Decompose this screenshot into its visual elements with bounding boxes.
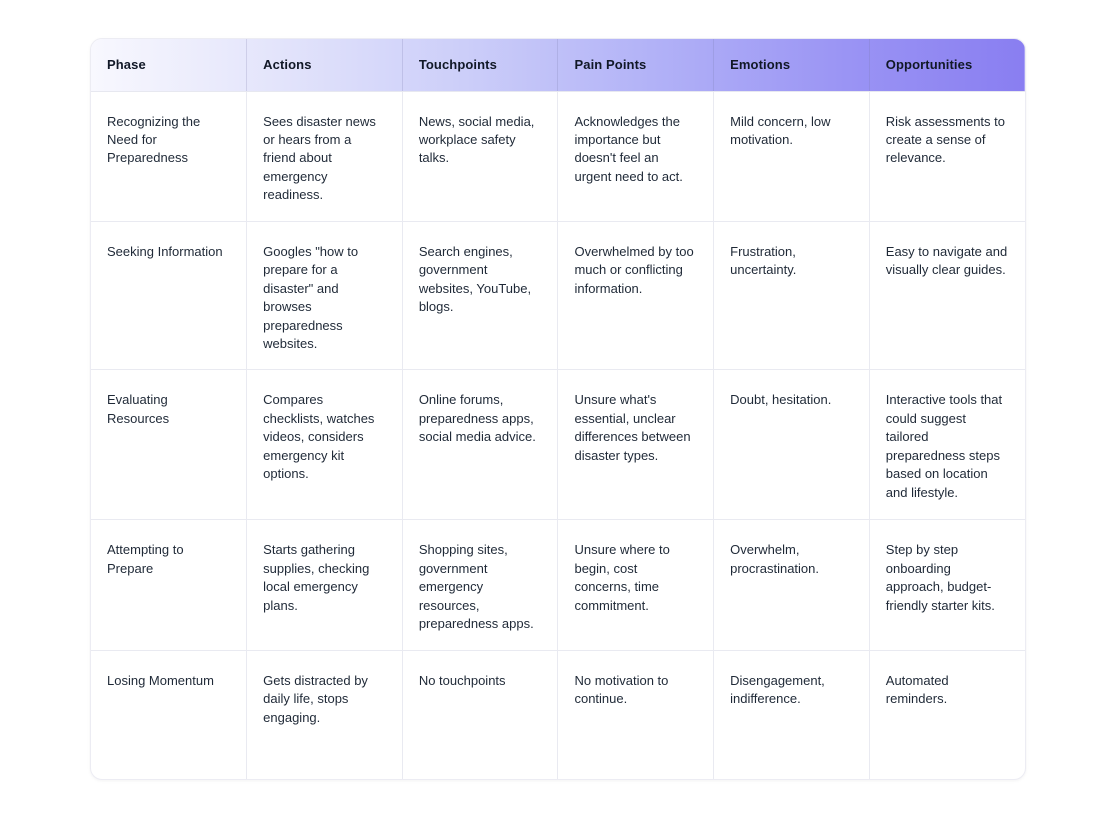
table-row: Evaluating Resources Compares checklists… <box>91 369 1025 521</box>
phase-cell: Recognizing the Need for Preparedness <box>91 91 248 222</box>
table-cell: Overwhelm, procrastination. <box>713 519 870 651</box>
table-row: Losing Momentum Gets distracted by daily… <box>91 650 1025 779</box>
column-header-emotions: Emotions <box>713 39 870 92</box>
column-header-touchpoints: Touchpoints <box>402 39 559 92</box>
table-cell: Step by step onboarding approach, budget… <box>869 519 1025 651</box>
table-cell: No motivation to continue. <box>557 650 715 779</box>
table-cell: Online forums, preparedness apps, social… <box>402 369 559 521</box>
table-row: Recognizing the Need for Preparedness Se… <box>91 91 1025 222</box>
table-cell: Sees disaster news or hears from a frien… <box>246 91 403 222</box>
table-cell: Risk assessments to create a sense of re… <box>869 91 1025 222</box>
column-header-phase: Phase <box>91 39 248 92</box>
table-cell: Acknowledges the importance but doesn't … <box>557 91 715 222</box>
table-cell: Mild concern, low motivation. <box>713 91 870 222</box>
table-cell: Shopping sites, government emergency res… <box>402 519 559 651</box>
table-cell: Overwhelmed by too much or conflicting i… <box>557 221 715 371</box>
table-cell: News, social media, workplace safety tal… <box>402 91 559 222</box>
table-cell: Easy to navigate and visually clear guid… <box>869 221 1025 371</box>
column-header-pain-points: Pain Points <box>557 39 715 92</box>
phase-cell: Evaluating Resources <box>91 369 248 521</box>
table-cell: Gets distracted by daily life, stops eng… <box>246 650 403 779</box>
phase-cell: Attempting to Prepare <box>91 519 248 651</box>
table-cell: Googles "how to prepare for a disaster" … <box>246 221 403 371</box>
table-cell: Compares checklists, watches videos, con… <box>246 369 403 521</box>
table-cell: Disengagement, indifference. <box>713 650 870 779</box>
table-cell: Doubt, hesitation. <box>713 369 870 521</box>
table-cell: Starts gathering supplies, checking loca… <box>246 519 403 651</box>
table-cell: Search engines, government websites, You… <box>402 221 559 371</box>
table-row: Seeking Information Googles "how to prep… <box>91 221 1025 371</box>
journey-map-grid: Phase Actions Touchpoints Pain Points Em… <box>91 39 1025 779</box>
phase-cell: Seeking Information <box>91 221 248 371</box>
table-cell: Frustration, uncertainty. <box>713 221 870 371</box>
column-header-opportunities: Opportunities <box>869 39 1025 92</box>
table-row: Attempting to Prepare Starts gathering s… <box>91 519 1025 651</box>
journey-map-table: Phase Actions Touchpoints Pain Points Em… <box>90 38 1026 780</box>
table-cell: Unsure where to begin, cost concerns, ti… <box>557 519 715 651</box>
table-cell: Interactive tools that could suggest tai… <box>869 369 1025 521</box>
table-cell: Unsure what's essential, unclear differe… <box>557 369 715 521</box>
table-cell: No touchpoints <box>402 650 559 779</box>
column-header-actions: Actions <box>246 39 403 92</box>
table-cell: Automated reminders. <box>885 672 949 707</box>
phase-cell: Losing Momentum <box>91 650 248 779</box>
header-row: Phase Actions Touchpoints Pain Points Em… <box>91 39 1025 92</box>
